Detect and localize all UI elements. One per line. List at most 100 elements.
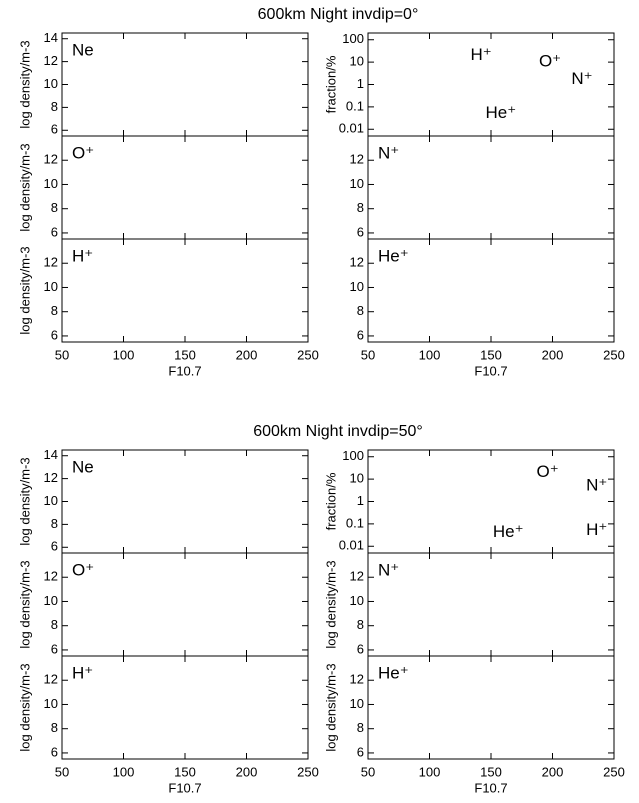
x-tick-label: 150: [480, 347, 502, 362]
x-tick-label: 100: [419, 347, 441, 362]
y-axis-label: log density/m-3: [17, 560, 32, 648]
x-tick-label: 250: [297, 347, 319, 362]
fit-line: [368, 460, 614, 535]
y-tick-label: 6: [357, 327, 364, 342]
panel-label: N⁺: [378, 143, 399, 162]
panel-label: H⁺: [72, 663, 93, 682]
x-axis-label: F10.7: [474, 363, 507, 378]
y-tick-label: 6: [51, 539, 58, 554]
y-tick-label: 8: [357, 303, 364, 318]
series-label: N⁺: [586, 476, 607, 495]
y-tick-label: 12: [44, 152, 58, 167]
y-tick-label: 8: [51, 200, 58, 215]
x-tick-label: 50: [55, 764, 69, 779]
fit-line: [368, 456, 614, 498]
y-tick-label: 6: [51, 224, 58, 239]
y-tick-label: 100: [342, 31, 364, 46]
y-tick-label: 8: [357, 200, 364, 215]
panel-frame: [61, 32, 309, 137]
x-tick-label: 200: [236, 347, 258, 362]
fit-line: [368, 479, 614, 539]
x-tick-label: 200: [542, 764, 564, 779]
y-axis-label: log density/m-3: [17, 457, 32, 545]
series-label: O⁺: [539, 51, 561, 70]
x-tick-label: 50: [361, 764, 375, 779]
y-tick-label: 0.1: [346, 98, 364, 113]
x-axis-label: F10.7: [168, 363, 201, 378]
panel-frame: [61, 135, 309, 240]
x-tick-label: 250: [297, 764, 319, 779]
x-tick-label: 100: [113, 347, 135, 362]
y-tick-label: 12: [350, 255, 364, 270]
x-axis-label: F10.7: [474, 780, 507, 795]
x-tick-label: 100: [113, 764, 135, 779]
series-label: He⁺: [485, 103, 516, 122]
y-tick-label: 8: [51, 617, 58, 632]
y-axis-label: log density/m-3: [17, 40, 32, 128]
fit-line: [368, 488, 614, 498]
y-tick-label: 8: [51, 720, 58, 735]
y-tick-label: 6: [51, 744, 58, 759]
panel-label: He⁺: [378, 246, 409, 265]
y-tick-label: 10: [350, 593, 364, 608]
y-axis-label: log density/m-3: [17, 246, 32, 334]
y-tick-label: 10: [350, 471, 364, 486]
y-tick-label: 12: [350, 569, 364, 584]
y-tick-label: 6: [51, 327, 58, 342]
x-tick-label: 150: [174, 347, 196, 362]
y-tick-label: 12: [44, 569, 58, 584]
panel-frame: [367, 135, 615, 240]
series-label: O⁺: [536, 462, 558, 481]
panel-label: N⁺: [378, 560, 399, 579]
y-axis-label: log density/m-3: [323, 663, 338, 751]
y-axis-label: fraction/%: [323, 55, 338, 113]
y-axis-label: log density/m-3: [17, 143, 32, 231]
y-tick-label: 10: [44, 279, 58, 294]
y-tick-label: 14: [44, 447, 58, 462]
figure-title: 600km Night invdip=0°: [258, 6, 419, 23]
panel-label: Ne: [72, 40, 94, 59]
series-label: N⁺: [571, 69, 592, 88]
panel-label: O⁺: [72, 143, 94, 162]
y-tick-label: 1: [357, 493, 364, 508]
fit-line: [368, 183, 614, 208]
x-tick-label: 50: [361, 347, 375, 362]
y-tick-label: 10: [44, 593, 58, 608]
panel-label: He⁺: [378, 663, 409, 682]
y-tick-label: 14: [44, 30, 58, 45]
x-tick-label: 150: [174, 764, 196, 779]
panel-frame: [61, 238, 309, 343]
x-tick-label: 100: [419, 764, 441, 779]
x-tick-label: 250: [603, 347, 625, 362]
fit-line: [62, 580, 308, 609]
y-tick-label: 12: [44, 672, 58, 687]
y-tick-label: 10: [44, 76, 58, 91]
series-label: H⁺: [586, 520, 607, 539]
y-tick-label: 10: [350, 176, 364, 191]
series-label: H⁺: [471, 45, 492, 64]
y-tick-label: 12: [350, 672, 364, 687]
series-label: He⁺: [493, 522, 524, 541]
panel-frame: [61, 552, 309, 657]
fit-line: [62, 481, 308, 502]
panel-label: O⁺: [72, 560, 94, 579]
y-tick-label: 100: [342, 448, 364, 463]
x-tick-label: 50: [55, 347, 69, 362]
x-axis-label: F10.7: [168, 780, 201, 795]
y-tick-label: 6: [357, 224, 364, 239]
y-tick-label: 10: [44, 696, 58, 711]
panel-label: Ne: [72, 457, 94, 476]
y-tick-label: 0.01: [339, 121, 364, 136]
y-tick-label: 0.1: [346, 515, 364, 530]
y-tick-label: 0.01: [339, 538, 364, 553]
panel-frame: [367, 552, 615, 657]
panel-frame: [61, 655, 309, 760]
y-tick-label: 6: [357, 641, 364, 656]
fit-line: [62, 160, 308, 192]
y-tick-label: 10: [44, 176, 58, 191]
y-tick-label: 6: [51, 122, 58, 137]
fit-line: [368, 718, 614, 729]
y-axis-label: log density/m-3: [323, 560, 338, 648]
y-tick-label: 8: [51, 516, 58, 531]
y-tick-label: 6: [51, 641, 58, 656]
